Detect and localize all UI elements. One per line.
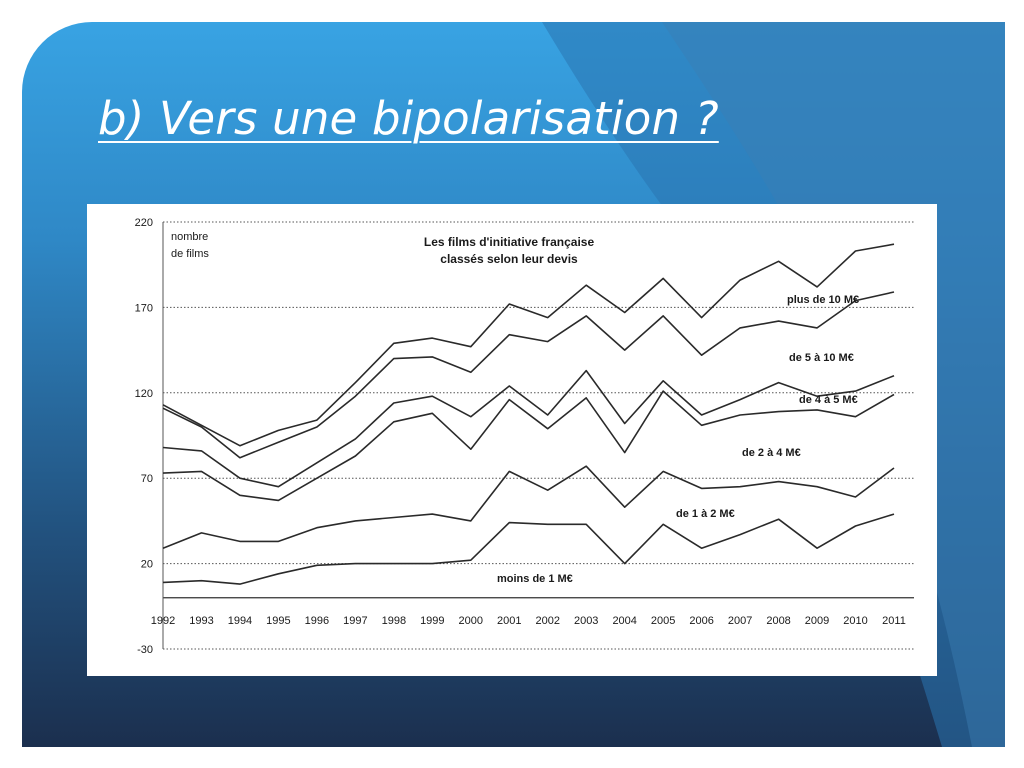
series-label: de 2 à 4 M€ bbox=[742, 447, 801, 459]
series-label: de 1 à 2 M€ bbox=[676, 508, 735, 520]
series-line bbox=[162, 369, 895, 488]
x-tick-label: 2006 bbox=[689, 615, 713, 627]
x-tick-label: 1995 bbox=[266, 615, 290, 627]
y-axis-label-line-2: de films bbox=[171, 248, 209, 260]
series-label: moins de 1 M€ bbox=[497, 573, 573, 585]
y-tick-label: 220 bbox=[135, 217, 153, 229]
x-tick-label: 2001 bbox=[497, 615, 521, 627]
series-label: de 4 à 5 M€ bbox=[799, 394, 858, 406]
series-line bbox=[162, 390, 895, 502]
series-line bbox=[162, 513, 895, 585]
x-tick-label: 2000 bbox=[459, 615, 483, 627]
x-tick-label: 1992 bbox=[151, 615, 175, 627]
x-tick-label: 1994 bbox=[228, 615, 252, 627]
x-tick-label: 1996 bbox=[305, 615, 329, 627]
x-tick-label: 2009 bbox=[805, 615, 829, 627]
y-tick-labels: 220 170 120 70 20 -30 bbox=[135, 217, 153, 656]
y-axis-label-line-1: nombre bbox=[171, 231, 208, 243]
y-tick-label: -30 bbox=[137, 644, 153, 656]
x-tick-label: 2003 bbox=[574, 615, 598, 627]
series-line bbox=[162, 291, 895, 459]
chart-title-line-2: classés selon leur devis bbox=[440, 252, 578, 266]
x-tick-label: 2007 bbox=[728, 615, 752, 627]
x-tick-label: 2002 bbox=[535, 615, 559, 627]
y-tick-label: 20 bbox=[141, 559, 153, 571]
x-tick-label: 2008 bbox=[766, 615, 790, 627]
x-tick-labels: 1992 1993 1994 1995 1996 1997 1998 1999 2000 2001… bbox=[151, 615, 906, 627]
x-tick-label: 2011 bbox=[882, 615, 906, 627]
chart-title-line-1: Les films d'initiative française bbox=[424, 235, 595, 249]
x-tick-label: 1993 bbox=[189, 615, 213, 627]
series-label: de 5 à 10 M€ bbox=[789, 352, 854, 364]
series-labels: moins de 1 M€ de 1 à 2 M€ de 2 à 4 M€ de 4 … bbox=[497, 294, 859, 585]
x-tick-label: 1998 bbox=[382, 615, 406, 627]
series-label: plus de 10 M€ bbox=[787, 294, 859, 306]
x-tick-label: 1999 bbox=[420, 615, 444, 627]
series-line bbox=[162, 243, 895, 447]
slide-title: b) Vers une bipolarisation ? bbox=[98, 92, 719, 145]
grid-lines bbox=[163, 221, 914, 650]
series-line bbox=[162, 465, 895, 549]
y-tick-label: 70 bbox=[141, 473, 153, 485]
y-tick-label: 170 bbox=[135, 302, 153, 314]
x-tick-label: 2010 bbox=[843, 615, 867, 627]
chart-panel: 220 170 120 70 20 -30 1992 1993 1994 1995 1996 199… bbox=[87, 204, 937, 676]
y-tick-label: 120 bbox=[135, 388, 153, 400]
x-tick-label: 2005 bbox=[651, 615, 675, 627]
x-tick-label: 2004 bbox=[612, 615, 636, 627]
x-tick-label: 1997 bbox=[343, 615, 367, 627]
series-lines bbox=[162, 243, 895, 585]
